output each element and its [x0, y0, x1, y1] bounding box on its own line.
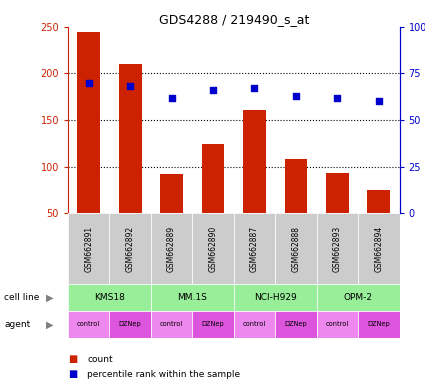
Text: GSM662892: GSM662892 [126, 225, 135, 272]
Text: MM.1S: MM.1S [177, 293, 207, 302]
Bar [275, 311, 317, 338]
Text: control: control [77, 321, 100, 328]
Bar [68, 213, 109, 284]
Point [334, 94, 341, 101]
Text: GSM662888: GSM662888 [292, 226, 300, 271]
Text: control: control [326, 321, 349, 328]
Text: NCI-H929: NCI-H929 [254, 293, 297, 302]
Bar [201, 144, 224, 213]
Text: ■: ■ [68, 369, 77, 379]
Text: ■: ■ [68, 354, 77, 364]
Text: ▶: ▶ [46, 293, 54, 303]
Bar [68, 311, 109, 338]
Bar [151, 213, 192, 284]
Text: GSM662887: GSM662887 [250, 225, 259, 272]
Bar [358, 311, 399, 338]
Point [85, 80, 92, 86]
Point [210, 87, 216, 93]
Point [251, 85, 258, 91]
Bar [234, 213, 275, 284]
Text: GSM662890: GSM662890 [209, 225, 218, 272]
Bar [317, 284, 400, 311]
Point [292, 93, 299, 99]
Bar [151, 311, 192, 338]
Bar [109, 213, 151, 284]
Text: agent: agent [4, 320, 31, 329]
Bar [192, 311, 234, 338]
Bar [192, 213, 234, 284]
Bar [234, 284, 317, 311]
Text: percentile rank within the sample: percentile rank within the sample [87, 370, 240, 379]
Bar [284, 159, 307, 213]
Text: GSM662894: GSM662894 [374, 225, 383, 272]
Text: count: count [87, 354, 113, 364]
Text: DZNep: DZNep [201, 321, 224, 328]
Text: DZNep: DZNep [119, 321, 142, 328]
Bar [275, 213, 317, 284]
Bar [109, 311, 151, 338]
Bar [68, 284, 151, 311]
Point [168, 94, 175, 101]
Bar [77, 33, 100, 213]
Bar [151, 284, 234, 311]
Bar [326, 173, 349, 213]
Text: GSM662889: GSM662889 [167, 225, 176, 272]
Bar [367, 190, 390, 213]
Bar [243, 110, 266, 213]
Text: DZNep: DZNep [367, 321, 390, 328]
Title: GDS4288 / 219490_s_at: GDS4288 / 219490_s_at [159, 13, 309, 26]
Bar [160, 174, 183, 213]
Point [375, 98, 382, 104]
Text: control: control [243, 321, 266, 328]
Bar [119, 64, 142, 213]
Text: ▶: ▶ [46, 319, 54, 329]
Text: KMS18: KMS18 [94, 293, 125, 302]
Text: DZNep: DZNep [284, 321, 307, 328]
Text: OPM-2: OPM-2 [343, 293, 373, 302]
Bar [358, 213, 399, 284]
Bar [234, 311, 275, 338]
Text: GSM662891: GSM662891 [84, 225, 93, 272]
Bar [317, 213, 358, 284]
Text: control: control [160, 321, 183, 328]
Text: cell line: cell line [4, 293, 40, 302]
Text: GSM662893: GSM662893 [333, 225, 342, 272]
Bar [317, 311, 358, 338]
Point [127, 83, 133, 89]
